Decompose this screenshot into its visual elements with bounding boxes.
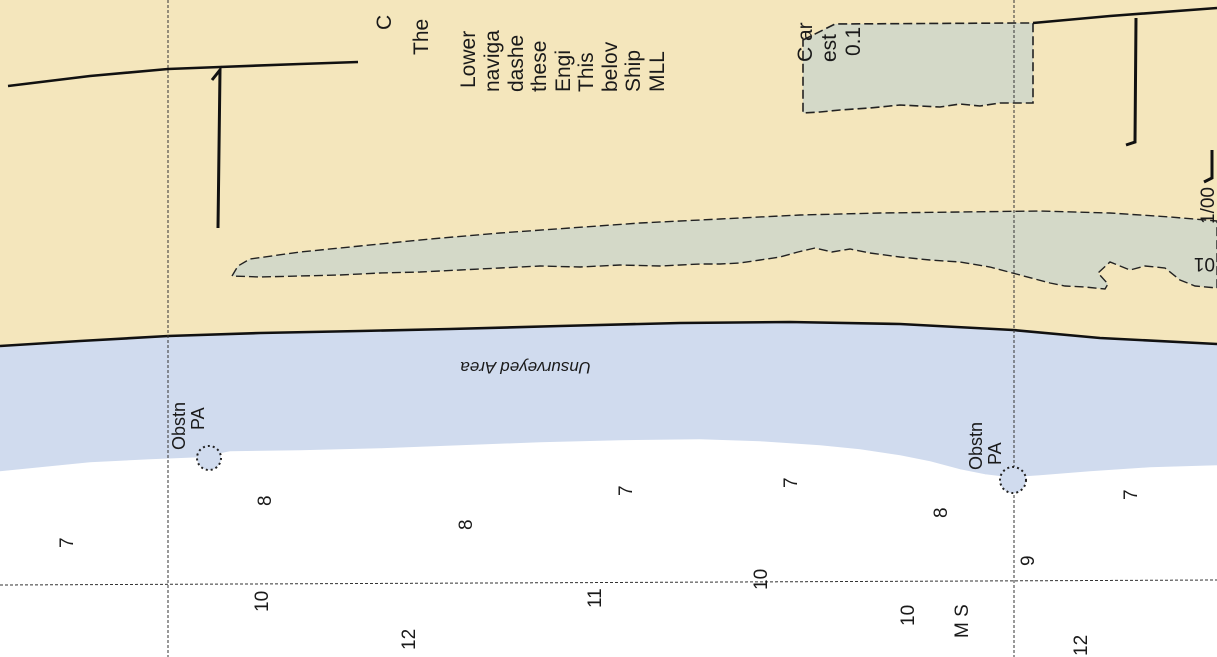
bottom-quality-label: M S [952,604,973,638]
obstruction-label-line: Obstn [966,422,986,470]
edge-label: 1/00 [1198,187,1217,224]
depth-sounding: 10 [898,605,919,626]
depth-sounding: 11 [585,588,606,608]
depth-soundings: 7 8 8 7 7 8 7 9 10 12 11 10 10 12 [57,477,1142,656]
unsurveyed-area-label: Unsurveyed Area [460,358,591,377]
jetty-edge [1203,150,1214,184]
obstruction-label: Obstn PA [966,422,1005,470]
obstruction-label-line: PA [985,442,1005,465]
depth-sounding: 10 [751,569,772,590]
chart-note-line: naviga [481,30,504,92]
chart-note-line: dashe [505,35,528,92]
depth-sounding: 8 [931,507,952,518]
spoil-area [802,22,1034,114]
chart-note-line: The [410,19,433,55]
unsurveyed-water-area [0,322,1217,478]
depth-sounding: 9 [1018,555,1039,566]
grid-line-horizontal [0,579,1217,586]
chart-note-line: 0.1 [842,27,865,56]
chart-note-line: This [575,52,598,92]
depth-sounding: 8 [255,495,276,506]
depth-sounding: 8 [456,519,477,530]
depth-sounding: 7 [616,485,637,496]
depth-sounding: 7 [781,477,802,488]
chart-note-line: Lower [457,31,480,88]
edge-label: 01 [1194,253,1215,274]
depth-sounding: 7 [1121,489,1142,500]
chart-note-line: Ship [622,50,645,92]
shoal-area [230,210,1217,290]
chart-note-line: belov [599,41,622,92]
depth-sounding: 12 [399,629,420,650]
obstruction-label-line: PA [188,407,208,430]
levee-line-west [7,60,359,88]
jetty-west [210,65,222,229]
chart-note-line: these [528,41,551,92]
levee-line-east [1032,6,1217,25]
obstruction-label-line: Obstn [169,402,189,450]
chart-note-line: est [818,34,841,62]
obstruction-symbol[interactable] [196,445,222,471]
jetty-east [1125,17,1138,147]
depth-sounding: 12 [1071,635,1092,656]
depth-sounding: 10 [252,591,273,612]
chart-note-line: C [373,15,396,30]
chart-note-line: MLL [646,51,669,92]
chart-note-line: C ar [794,22,817,62]
depth-sounding: 7 [57,537,78,548]
chart-note: C The Lower naviga dashe these Engi This… [373,15,865,92]
obstruction-symbol[interactable] [999,466,1027,494]
chart-note-line: Engi [552,50,575,92]
obstruction-label: Obstn PA [169,402,208,450]
